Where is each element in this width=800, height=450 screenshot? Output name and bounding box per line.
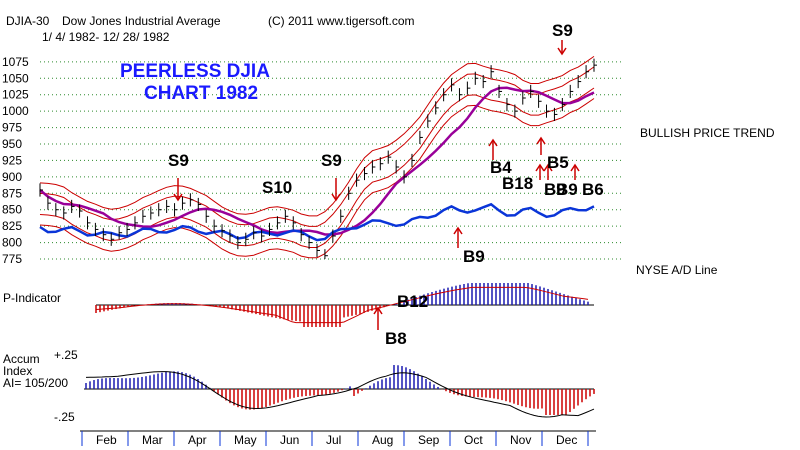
signal-arrowhead — [535, 163, 545, 172]
month-label: May — [234, 433, 257, 447]
moving-average — [39, 86, 595, 236]
signal-label: B9 — [544, 180, 566, 199]
month-axis: Feb Mar Apr May Jun Jul Aug Sep Oct Nov Dec — [80, 430, 596, 447]
signal-arrowhead — [557, 47, 567, 56]
p-indicator-label: P-Indicator — [3, 291, 61, 305]
y-tick-label: 800 — [2, 236, 22, 250]
accum-label-2: Index — [3, 364, 32, 378]
symbol-label: DJIA-30 — [6, 14, 50, 28]
y-axis-ticks: 1075 1050 1025 1000 975 950 925 900 875 850 825 800… — [2, 55, 29, 266]
signal-label: B18 — [502, 174, 533, 193]
y-tick-label: 1000 — [2, 104, 29, 118]
y-tick-label: 1025 — [2, 88, 29, 102]
signal-arrowhead — [488, 138, 498, 147]
month-label: Aug — [372, 433, 393, 447]
month-label: Nov — [510, 433, 531, 447]
y-tick-label: 925 — [2, 153, 22, 167]
signal-arrowhead — [536, 136, 546, 145]
signal-arrowhead — [373, 306, 383, 315]
ad-line-label: NYSE A/D Line — [636, 263, 718, 277]
signal-label: S9 — [321, 151, 342, 170]
y-tick-label: 1075 — [2, 55, 29, 69]
signal-arrowhead — [173, 193, 183, 202]
signal-label: B5 — [547, 153, 569, 172]
month-label: Oct — [464, 433, 483, 447]
accum-label-3: AI= 105/200 — [3, 376, 68, 390]
y-tick-label: 850 — [2, 203, 22, 217]
lower-band-outer — [39, 98, 595, 259]
moving-average-line — [39, 86, 595, 236]
accum-bottom-value: -.25 — [54, 410, 75, 424]
ad-line — [39, 202, 595, 242]
accum-index-panel — [84, 365, 595, 418]
price-bars — [39, 58, 597, 259]
signal-label: B9 — [556, 180, 578, 199]
signal-label: B6 — [582, 180, 604, 199]
upper-band-inner — [39, 66, 595, 227]
y-tick-label: 900 — [2, 170, 22, 184]
accum-label-1: Accum — [3, 352, 40, 366]
signal-arrowhead — [543, 163, 553, 172]
month-label: Dec — [556, 433, 577, 447]
month-label: Mar — [142, 433, 163, 447]
signal-label: B12 — [397, 292, 428, 311]
p-indicator-panel — [95, 283, 594, 327]
date-range: 1/ 4/ 1982- 12/ 28/ 1982 — [42, 30, 170, 44]
ad-line-path — [39, 202, 595, 242]
y-tick-label: 950 — [2, 137, 22, 151]
chart-title-line2: CHART 1982 — [144, 83, 258, 104]
month-label: Sep — [418, 433, 440, 447]
y-tick-label: 825 — [2, 219, 22, 233]
signal-label: B8 — [385, 329, 407, 348]
y-tick-label: 775 — [2, 252, 22, 266]
upper-band-outer — [39, 55, 595, 217]
chart-title-line1: PEERLESS DJIA — [120, 61, 270, 82]
signal-label: S9 — [552, 21, 573, 40]
y-tick-label: 1050 — [2, 71, 29, 85]
signal-arrowhead — [331, 193, 341, 202]
y-tick-label: 975 — [2, 121, 22, 135]
signal-label: S10 — [262, 178, 292, 197]
accum-top-value: +.25 — [54, 348, 78, 362]
trend-label: BULLISH PRICE TREND — [640, 126, 775, 140]
signal-label: B4 — [490, 158, 512, 177]
month-label: Apr — [188, 433, 207, 447]
month-label: Jul — [326, 433, 341, 447]
signal-label: S9 — [168, 151, 189, 170]
signal-arrowhead — [570, 163, 580, 172]
y-tick-label: 875 — [2, 186, 22, 200]
signal-arrowhead — [453, 226, 463, 235]
accum-average — [85, 371, 595, 418]
copyright: (C) 2011 www.tigersoft.com — [268, 14, 415, 28]
signal-label: B9 — [463, 247, 485, 266]
month-label: Jun — [280, 433, 299, 447]
index-name: Dow Jones Industrial Average — [62, 14, 221, 28]
month-label: Feb — [96, 433, 117, 447]
p-indicator-average — [95, 286, 589, 324]
